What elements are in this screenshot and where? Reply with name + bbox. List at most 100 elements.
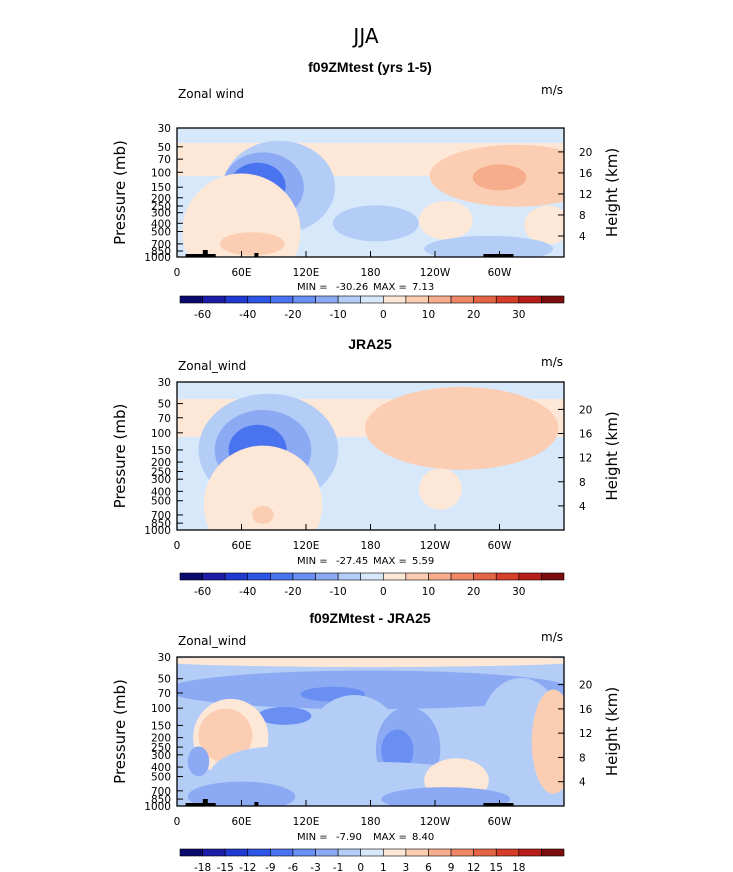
stats-readout: MIN = -27.45 MAX = 5.59	[297, 556, 434, 567]
colorbar-swatch	[270, 848, 294, 857]
y2-tick-label: 12	[579, 728, 592, 740]
contour-field	[177, 128, 564, 257]
max-label: MAX =	[373, 832, 407, 843]
x-tick-label: 60E	[232, 816, 252, 828]
y-tick-label: 50	[158, 674, 171, 686]
colorbar-swatch	[450, 848, 474, 857]
colorbar-swatch	[292, 848, 316, 857]
panel-title: f09ZMtest (yrs 1-5)	[308, 59, 432, 75]
colorbar-label: -40	[239, 586, 256, 598]
panel-1: f09ZMtest (yrs 1-5)Zonal wind m/s30507010…	[111, 59, 621, 321]
y-tick-label: 300	[151, 750, 171, 762]
colorbar-label: 18	[512, 862, 525, 872]
colorbar-label: 0	[380, 309, 387, 321]
contour-blob	[381, 787, 511, 806]
y2-tick-label: 4	[579, 777, 586, 789]
contour-blob	[424, 235, 554, 257]
contour-blob	[177, 670, 564, 710]
max-value: 7.13	[412, 282, 434, 293]
y-tick-label: 50	[158, 142, 171, 154]
colorbar-swatch	[315, 848, 339, 857]
colorbar-label: 12	[467, 862, 480, 872]
colorbar-swatch	[337, 848, 362, 857]
colorbar-label: 15	[490, 862, 503, 872]
contour-blob	[472, 164, 527, 191]
y-tick-label: 850	[151, 518, 171, 530]
min-value: -27.45	[336, 556, 368, 567]
y-tick-label: 700	[151, 239, 171, 251]
colorbar-swatch	[541, 848, 565, 857]
colorbar: -60 -40 -20 -10 0 10 20 30	[179, 295, 565, 321]
min-value: -7.90	[336, 832, 362, 843]
x-tick-label: 120W	[420, 816, 451, 828]
contour-blob	[198, 708, 253, 763]
y-tick-label: 1000	[144, 525, 171, 537]
colorbar-label: -1	[333, 862, 343, 872]
colorbar-label: 3	[403, 862, 410, 872]
x-tick-label: 60E	[232, 540, 252, 552]
y2-axis-title: Height (km)	[603, 148, 621, 237]
y-axis-title: Pressure (mb)	[111, 404, 129, 509]
panel-title: JRA25	[348, 336, 392, 352]
x-tick-label: 180	[360, 816, 380, 828]
colorbar-swatch	[247, 848, 271, 857]
contour-field	[177, 382, 564, 530]
y-tick-label: 700	[151, 510, 171, 522]
y2-tick-label: 20	[579, 404, 592, 416]
topography-mask	[254, 253, 259, 257]
contour-blob	[257, 706, 312, 725]
colorbar-swatch	[428, 848, 452, 857]
colorbar-swatch	[270, 295, 294, 304]
max-label: MAX =	[373, 282, 407, 293]
colorbar-swatch	[473, 295, 497, 304]
max-value: 8.40	[412, 832, 434, 843]
y-tick-label: 850	[151, 794, 171, 806]
stats-readout: MIN = -7.90 MAX = 8.40	[297, 832, 434, 843]
x-tick-label: 0	[174, 540, 181, 552]
colorbar-label: 9	[448, 862, 455, 872]
y-tick-label: 700	[151, 786, 171, 798]
contour-blob	[472, 432, 538, 462]
min-label: MIN =	[297, 556, 328, 567]
x-tick-label: 120W	[420, 540, 451, 552]
colorbar-swatch	[405, 295, 429, 304]
colorbar-swatch	[202, 295, 226, 304]
x-tick-label: 0	[174, 267, 181, 279]
y2-axis-title: Height (km)	[603, 411, 621, 500]
y-tick-label: 400	[151, 486, 171, 498]
colorbar-swatch	[450, 295, 474, 304]
y-tick-label: 250	[151, 201, 171, 213]
colorbar-swatch	[179, 295, 203, 304]
contour-blob	[203, 445, 323, 530]
colorbar-swatch	[541, 295, 565, 304]
colorbar: -18 -15 -12 -9 -6 -3 -1 0 1 3 6 9 12 15 18	[179, 848, 565, 872]
y2-tick-label: 12	[579, 189, 592, 201]
y2-tick-label: 8	[579, 752, 586, 764]
x-tick-label: 60E	[232, 267, 252, 279]
colorbar-swatch	[382, 295, 407, 304]
colorbar-label: -6	[288, 862, 299, 872]
colorbar-swatch	[292, 572, 316, 581]
y-tick-label: 850	[151, 246, 171, 258]
min-label: MIN =	[297, 832, 328, 843]
colorbar-label: -20	[284, 309, 301, 321]
colorbar-label: 20	[467, 586, 480, 598]
colorbar-label: -3	[310, 862, 320, 872]
topography-mask	[185, 254, 216, 257]
y-tick-label: 30	[158, 652, 171, 664]
colorbar-swatch	[247, 572, 271, 581]
topography-mask	[483, 803, 514, 806]
colorbar-swatch	[270, 572, 294, 581]
y-tick-label: 200	[151, 193, 171, 205]
colorbar-swatch	[224, 572, 249, 581]
contour-field	[177, 657, 564, 806]
units-label: m/s	[541, 630, 563, 644]
y-tick-label: 1000	[144, 252, 171, 264]
contour-blob	[252, 506, 274, 524]
topography-mask	[185, 803, 216, 806]
y-tick-label: 300	[151, 208, 171, 220]
contour-blob	[220, 232, 285, 256]
colorbar-label: 1	[380, 862, 387, 872]
